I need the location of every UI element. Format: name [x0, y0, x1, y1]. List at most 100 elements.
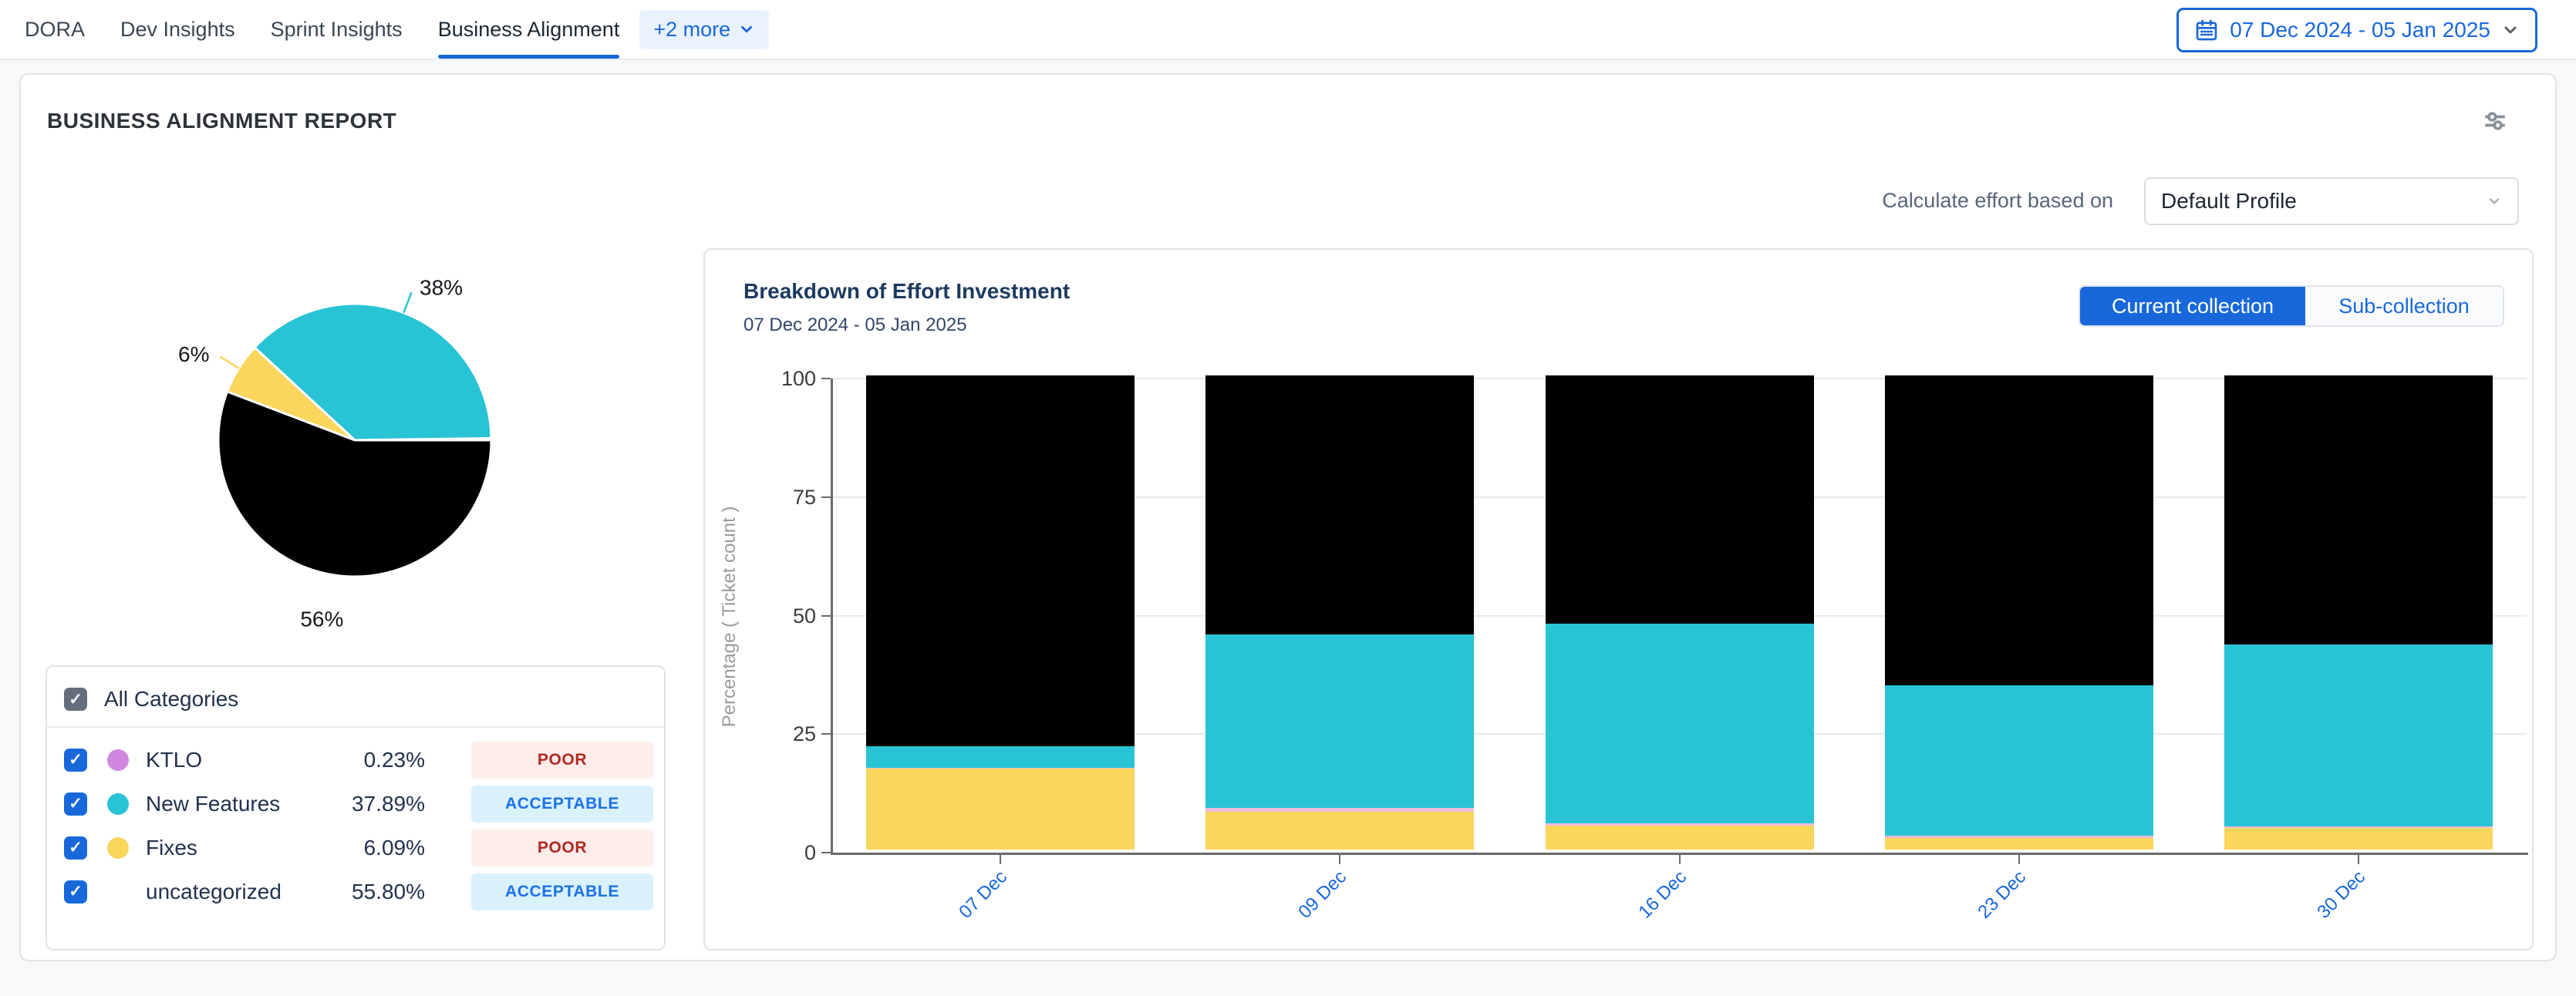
bar-segment-new-features[interactable]: [866, 745, 1135, 769]
bar-segment-uncategorized[interactable]: [1205, 375, 1475, 635]
bar-segment-fixes[interactable]: [1205, 811, 1475, 850]
bar-segment-ktlo[interactable]: [866, 768, 1135, 769]
x-tick-mark: [1678, 855, 1681, 864]
date-range-label: 07 Dec 2024 - 05 Jan 2025: [2230, 18, 2490, 42]
status-badge: POOR: [471, 829, 653, 866]
more-tabs-chip[interactable]: +2 more: [639, 9, 770, 49]
pie-slice-uncategorized[interactable]: [217, 390, 493, 578]
bar-segment-ktlo[interactable]: [2224, 826, 2493, 829]
category-color-dot: [107, 836, 129, 859]
current-collection-button[interactable]: Current collection: [2080, 287, 2305, 325]
top-navigation-bar: DORA Dev Insights Sprint Insights Busine…: [0, 0, 2576, 60]
category-color-dot: [107, 749, 129, 771]
chevron-down-icon: [2489, 198, 2500, 204]
bar-23-dec[interactable]: [1884, 375, 2153, 850]
report-title: BUSINESS ALIGNMENT REPORT: [47, 109, 397, 133]
x-tick-label: 16 Dec: [1634, 866, 1691, 923]
y-tick-mark: [821, 378, 831, 379]
x-tick-label: 09 Dec: [1294, 866, 1351, 923]
bar-segment-fixes[interactable]: [866, 769, 1135, 850]
x-tick-label: 07 Dec: [955, 866, 1012, 923]
category-color-dot: [107, 881, 129, 903]
y-axis-line: [831, 379, 833, 855]
category-color-dot: [107, 792, 129, 815]
pie-label-connector: [403, 291, 413, 314]
x-tick-mark: [1000, 855, 1002, 864]
all-categories-label: All Categories: [104, 687, 239, 711]
categories-panel: ✓ All Categories ✓ KTLO 0.23% POOR ✓ New…: [46, 665, 666, 951]
status-badge: ACCEPTABLE: [471, 873, 653, 910]
nav-tabs: DORA Dev Insights Sprint Insights Busine…: [25, 0, 619, 59]
pie-label-connector: [219, 355, 240, 369]
category-name: New Features: [146, 791, 281, 816]
category-value: 37.89%: [352, 791, 425, 816]
bar-segment-new-features[interactable]: [1205, 634, 1475, 808]
x-tick-label: 23 Dec: [1973, 866, 2030, 923]
more-tabs-label: +2 more: [653, 17, 731, 41]
bar-07-dec[interactable]: [866, 375, 1135, 850]
bar-30-dec[interactable]: [2224, 375, 2493, 850]
chart-subtitle: 07 Dec 2024 - 05 Jan 2025: [743, 315, 967, 335]
category-checkbox[interactable]: ✓: [64, 748, 87, 772]
tab-dev-insights[interactable]: Dev Insights: [120, 17, 235, 41]
tab-dora[interactable]: DORA: [25, 17, 86, 41]
bar-segment-fixes[interactable]: [1884, 837, 2153, 850]
x-tick-label: 30 Dec: [2313, 866, 2369, 923]
bar-segment-uncategorized[interactable]: [866, 375, 1135, 746]
tab-business-alignment[interactable]: Business Alignment: [437, 0, 619, 59]
status-badge: POOR: [471, 741, 653, 779]
category-row-uncategorized: ✓ uncategorized 55.80% ACCEPTABLE: [47, 870, 664, 914]
stacked-bar-chart: Percentage ( Ticket count ) 0 25 50 75 100 07…: [705, 250, 2532, 949]
report-settings-button[interactable]: [2478, 104, 2512, 142]
bar-segment-uncategorized[interactable]: [2224, 375, 2493, 645]
x-tick-mark: [1339, 855, 1341, 864]
category-checkbox[interactable]: ✓: [64, 836, 87, 860]
y-tick-mark: [821, 733, 831, 735]
y-tick-label: 75: [792, 485, 816, 509]
sub-collection-button[interactable]: Sub-collection: [2305, 287, 2503, 325]
category-value: 6.09%: [363, 835, 425, 860]
bar-segment-new-features[interactable]: [2224, 644, 2493, 827]
bar-segment-uncategorized[interactable]: [1884, 375, 2153, 686]
category-checkbox[interactable]: ✓: [64, 792, 87, 816]
profile-select[interactable]: Default Profile: [2144, 177, 2519, 225]
category-pie-chart: 38% 6% 56%: [77, 152, 632, 634]
x-tick-mark: [2018, 855, 2020, 864]
category-checkbox[interactable]: ✓: [64, 880, 87, 903]
bar-segment-new-features[interactable]: [1884, 685, 2153, 836]
collection-toggle: Current collection Sub-collection: [2079, 285, 2504, 327]
pie-slice-new-features[interactable]: [252, 302, 493, 442]
bar-09-dec[interactable]: [1205, 375, 1475, 850]
bar-16-dec[interactable]: [1545, 375, 1814, 850]
chart-title: Breakdown of Effort Investment: [743, 279, 1071, 303]
bar-segment-fixes[interactable]: [2224, 828, 2493, 850]
pie-slice-label: 56%: [300, 607, 343, 630]
category-row-fixes: ✓ Fixes 6.09% POOR: [47, 826, 664, 870]
y-tick-label: 50: [792, 604, 816, 628]
all-categories-checkbox[interactable]: ✓: [64, 688, 87, 711]
bar-segment-ktlo[interactable]: [1884, 836, 2153, 838]
bar-segment-ktlo[interactable]: [1205, 807, 1475, 812]
effort-breakdown-card: Breakdown of Effort Investment 07 Dec 20…: [703, 248, 2534, 951]
x-tick-mark: [2357, 855, 2359, 864]
pie-slice-label: 6%: [178, 342, 209, 366]
bar-segment-new-features[interactable]: [1545, 623, 1814, 824]
y-tick-label: 25: [792, 722, 816, 746]
y-tick-label: 100: [781, 367, 816, 390]
bar-segment-ktlo[interactable]: [1545, 823, 1814, 826]
bar-segment-uncategorized[interactable]: [1545, 375, 1814, 624]
y-tick-mark: [821, 614, 831, 617]
category-value: 55.80%: [352, 879, 425, 903]
business-alignment-report-card: BUSINESS ALIGNMENT REPORT Calculate effo…: [19, 73, 2557, 961]
bar-segment-fixes[interactable]: [1545, 826, 1814, 850]
date-range-picker[interactable]: 07 Dec 2024 - 05 Jan 2025: [2176, 8, 2537, 52]
category-name: Fixes: [146, 835, 197, 860]
tab-sprint-insights[interactable]: Sprint Insights: [270, 17, 403, 41]
profile-select-value: Default Profile: [2161, 189, 2297, 213]
all-categories-row: ✓ All Categories: [47, 678, 664, 721]
sliders-icon: [2485, 112, 2505, 130]
category-name: KTLO: [146, 747, 203, 772]
chevron-down-icon: [741, 25, 753, 33]
y-tick-mark: [821, 496, 831, 498]
